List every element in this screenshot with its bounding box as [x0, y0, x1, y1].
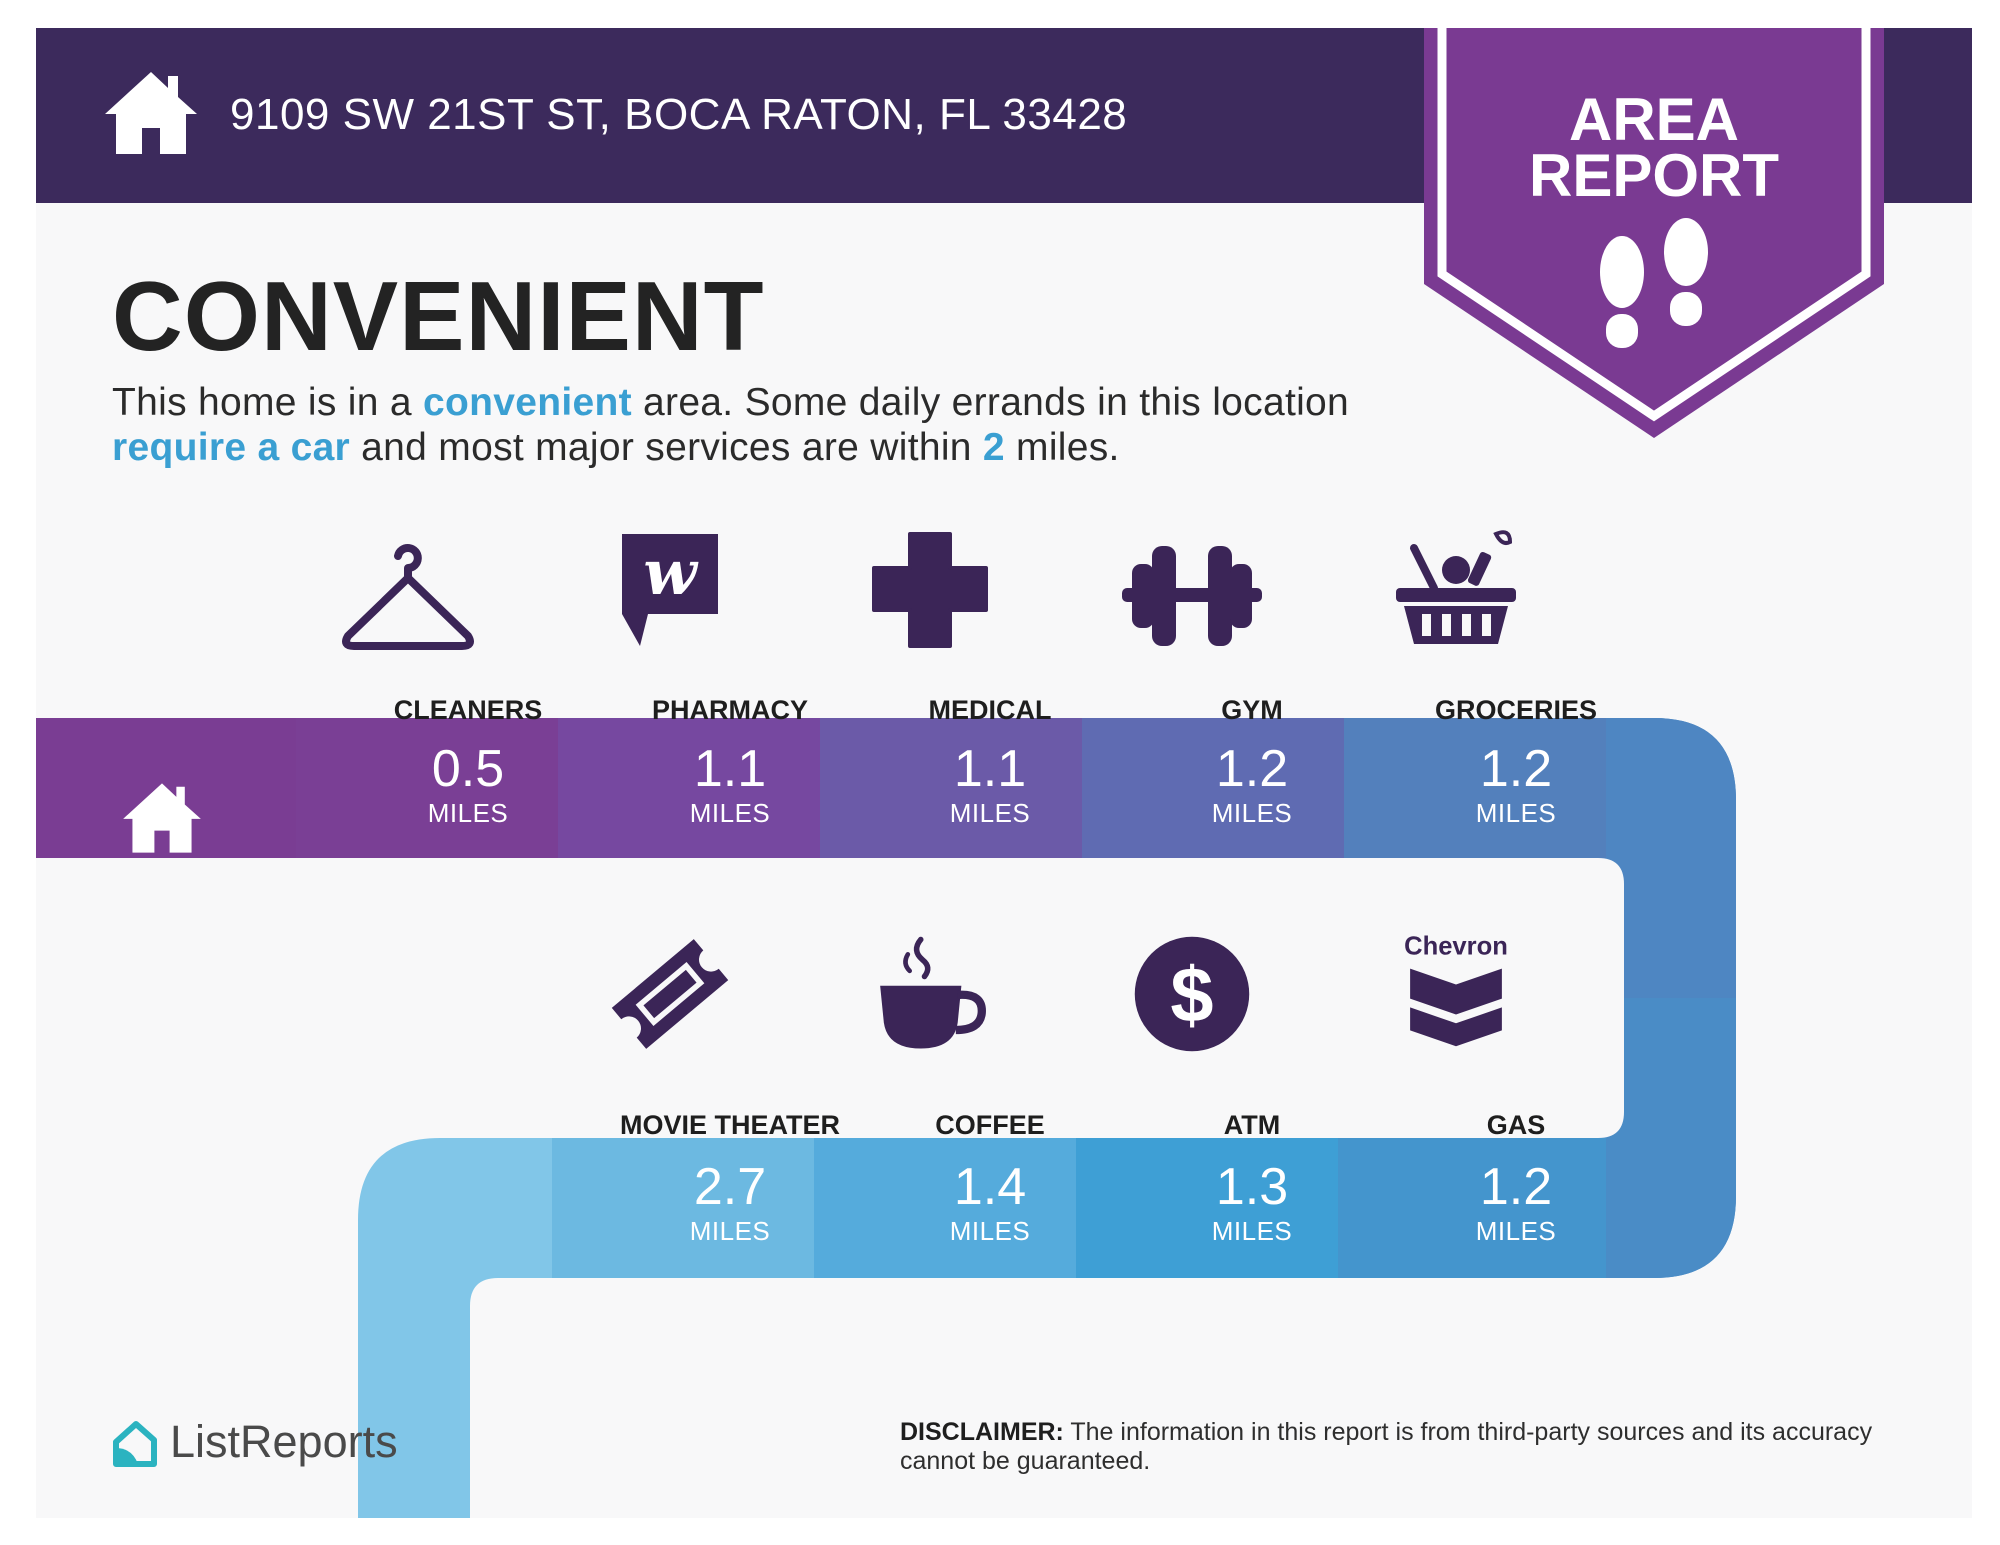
distance-unit: MILES [1475, 798, 1557, 828]
label-atm: ATM [1223, 1110, 1281, 1140]
distance-value: 1.2 [1479, 740, 1553, 798]
summary-part: miles. [1004, 426, 1120, 469]
label-movie-theater: MOVIE THEATER [619, 1110, 840, 1140]
distance-unit: MILES [949, 798, 1031, 828]
distance-cleaners: 0.5 MILES [334, 740, 602, 828]
disclaimer-text: The information in this report is from t… [900, 1418, 1873, 1475]
distance-groceries: 1.2 MILES [1382, 740, 1650, 828]
label-groceries: GROCERIES [1434, 695, 1598, 725]
distance-value: 1.1 [693, 740, 767, 798]
distance-unit: MILES [1211, 798, 1293, 828]
summary-part: and most major services are within [350, 426, 983, 469]
ribbon-top-segment [558, 718, 820, 858]
summary-part: This home is in a [112, 381, 424, 424]
coffee-cup-icon [880, 936, 986, 1049]
ribbon-top-segment [1082, 718, 1344, 858]
listreports-logo-icon [113, 1421, 157, 1467]
disclaimer-label: DISCLAIMER: [900, 1418, 1064, 1446]
ribbon-top-segment [296, 718, 558, 858]
label-gym: GYM [1221, 695, 1283, 725]
distance-value: 1.1 [953, 740, 1027, 798]
distance-unit: MILES [949, 1216, 1031, 1246]
footprints-icon [1600, 218, 1708, 348]
badge-line-1: AREA [1568, 86, 1739, 153]
home-icon [105, 72, 197, 154]
hanger-icon [342, 544, 474, 650]
distance-unit: MILES [689, 798, 771, 828]
distance-value: 1.3 [1215, 1158, 1289, 1216]
summary-part: area. Some daily errands in this locatio… [631, 381, 1350, 424]
svg-text:$: $ [1170, 953, 1213, 1039]
listreports-logo-text: ListReports [170, 1416, 398, 1467]
ribbon-bottom-segment [814, 1138, 1076, 1278]
chevron-wordmark: Chevron [1404, 932, 1508, 960]
summary-text: This home is in a convenient area. Some … [112, 380, 1432, 470]
ribbon-bottom-segment [552, 1138, 814, 1278]
page-title: CONVENIENT [112, 261, 765, 371]
grocery-basket-icon [1396, 530, 1516, 644]
distance-unit: MILES [689, 1216, 771, 1246]
highlight-distance: 2 [982, 426, 1005, 469]
distance-gym: 1.2 MILES [1118, 740, 1386, 828]
badge-line-2: REPORT [1528, 142, 1780, 209]
ribbon-bottom-segment [1076, 1138, 1338, 1278]
distance-atm: 1.3 MILES [1118, 1158, 1386, 1246]
medical-cross-icon [872, 532, 988, 648]
highlight-convenient: convenient [423, 381, 632, 424]
area-report-page: 9109 SW 21ST ST, BOCA RATON, FL 33428 AR… [36, 28, 1972, 1518]
dollar-icon: $ [1134, 936, 1250, 1052]
distance-value: 1.2 [1479, 1158, 1553, 1216]
label-medical: MEDICAL [928, 695, 1052, 725]
distance-movie-theater: 2.7 MILES [596, 1158, 864, 1246]
dumbbell-icon [1122, 546, 1262, 646]
ribbon-top-segment [1344, 718, 1606, 858]
distance-ribbon [36, 718, 1736, 1518]
distance-value: 1.2 [1215, 740, 1289, 798]
distance-gas: 1.2 MILES [1382, 1158, 1650, 1246]
ticket-icon [611, 939, 729, 1049]
label-cleaners: CLEANERS [393, 695, 543, 725]
distance-unit: MILES [1211, 1216, 1293, 1246]
area-report-badge [1424, 28, 1884, 438]
home-marker-icon [123, 783, 201, 853]
distance-value: 2.7 [693, 1158, 767, 1216]
distance-unit: MILES [1475, 1216, 1557, 1246]
label-pharmacy: PHARMACY [651, 695, 808, 725]
property-address: 9109 SW 21ST ST, BOCA RATON, FL 33428 [230, 90, 1128, 139]
distance-value: 0.5 [431, 740, 505, 798]
highlight-require-car: require a car [112, 426, 351, 469]
ribbon-bottom-segment [1338, 1138, 1606, 1278]
disclaimer: DISCLAIMER: The information in this repo… [900, 1418, 1910, 1476]
distance-value: 1.4 [953, 1158, 1027, 1216]
walgreens-icon: w [622, 534, 718, 646]
distance-coffee: 1.4 MILES [856, 1158, 1124, 1246]
chevron-logo-icon: Chevron [1404, 932, 1508, 1047]
label-coffee: COFFEE [935, 1110, 1045, 1140]
label-gas: GAS [1486, 1110, 1546, 1140]
distance-pharmacy: 1.1 MILES [596, 740, 864, 828]
svg-text:w: w [643, 536, 699, 609]
distance-medical: 1.1 MILES [856, 740, 1124, 828]
ribbon-top-segment [820, 718, 1082, 858]
distance-unit: MILES [427, 798, 509, 828]
